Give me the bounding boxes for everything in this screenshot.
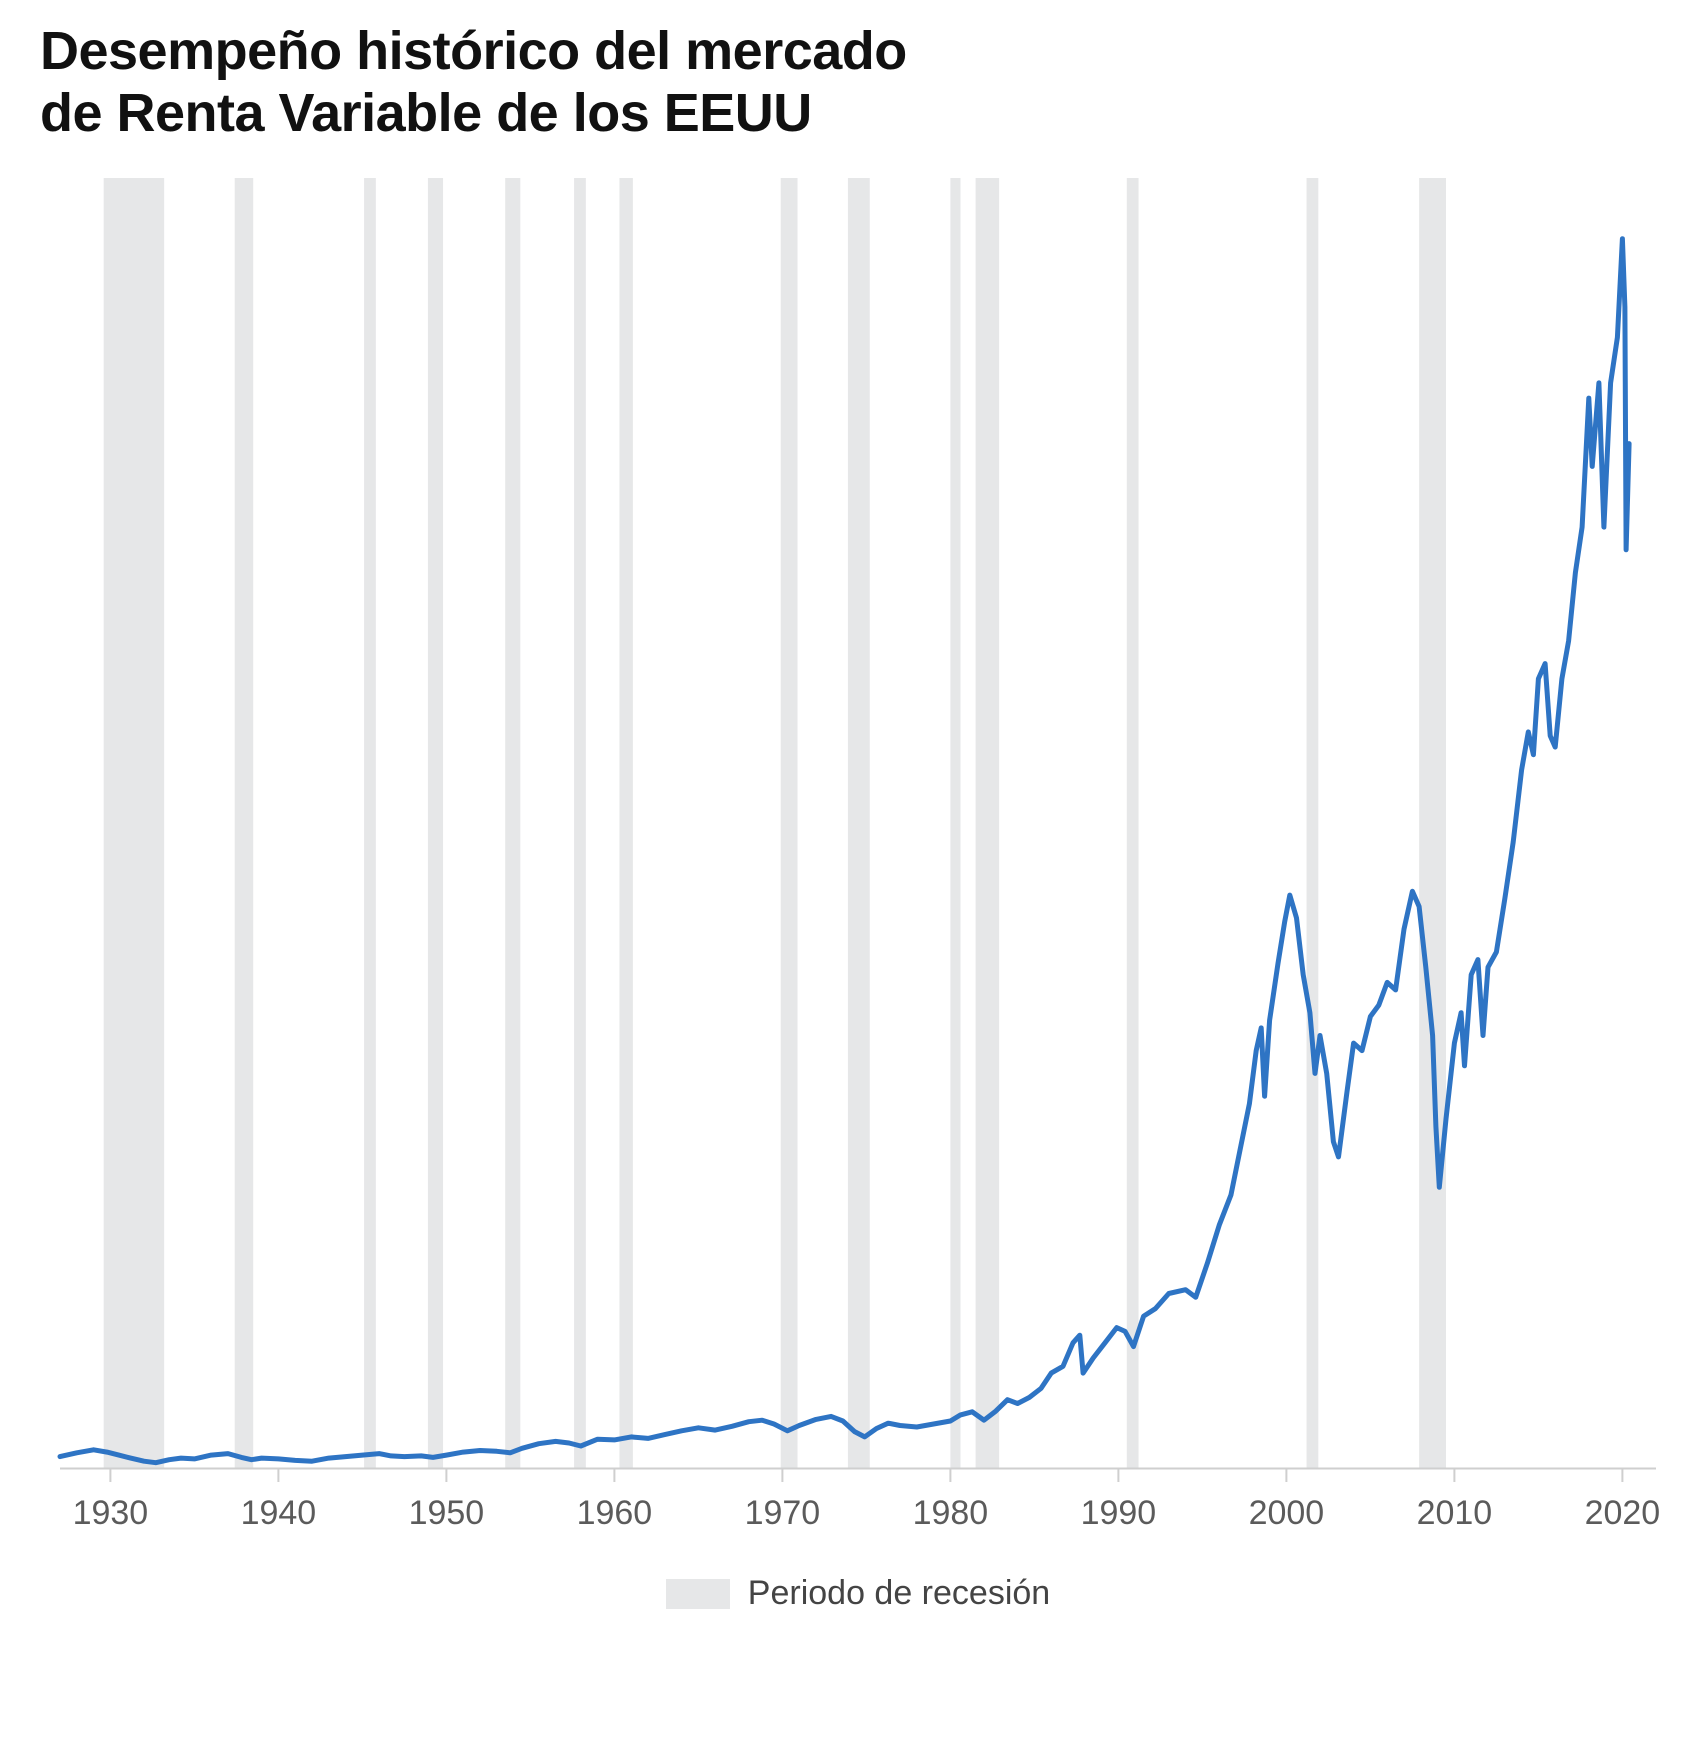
legend: Periodo de recesión <box>40 1574 1676 1613</box>
x-tick-label: 1970 <box>745 1494 821 1532</box>
series-line <box>60 239 1629 1463</box>
x-tick-label: 1960 <box>577 1494 653 1532</box>
x-tick-label: 2000 <box>1249 1494 1325 1532</box>
recession-band <box>1419 178 1446 1468</box>
page: Desempeño histórico del mercado de Renta… <box>0 0 1706 1759</box>
recession-band <box>1307 178 1319 1468</box>
recession-band <box>1127 178 1139 1468</box>
x-tick-label: 1990 <box>1081 1494 1157 1532</box>
recession-band <box>950 178 960 1468</box>
x-tick-label: 2020 <box>1585 1494 1661 1532</box>
recession-band <box>574 178 586 1468</box>
x-tick-label: 1930 <box>73 1494 149 1532</box>
chart-title-line2: de Renta Variable de los EEUU <box>40 83 812 143</box>
x-tick-label: 1950 <box>409 1494 485 1532</box>
x-tick-label: 1940 <box>241 1494 317 1532</box>
recession-band <box>364 178 376 1468</box>
recession-band <box>848 178 870 1468</box>
recession-band <box>781 178 798 1468</box>
legend-label: Periodo de recesión <box>748 1574 1050 1613</box>
legend-swatch <box>666 1579 730 1609</box>
chart-title: Desempeño histórico del mercado de Renta… <box>40 20 1676 144</box>
line-chart: 1930 1940 1950 1960 1970 1980 1990 2000 2010 2020 <box>40 168 1676 1538</box>
x-tick-label: 2010 <box>1417 1494 1493 1532</box>
recession-band <box>976 178 1000 1468</box>
recession-band <box>104 178 164 1468</box>
recession-band <box>505 178 520 1468</box>
x-tick-label: 1980 <box>913 1494 989 1532</box>
recession-band <box>235 178 253 1468</box>
chart-title-line1: Desempeño histórico del mercado <box>40 21 907 81</box>
recession-band <box>428 178 443 1468</box>
chart-container: 1930 1940 1950 1960 1970 1980 1990 2000 2010 2020 <box>40 168 1676 1538</box>
recession-band <box>619 178 632 1468</box>
